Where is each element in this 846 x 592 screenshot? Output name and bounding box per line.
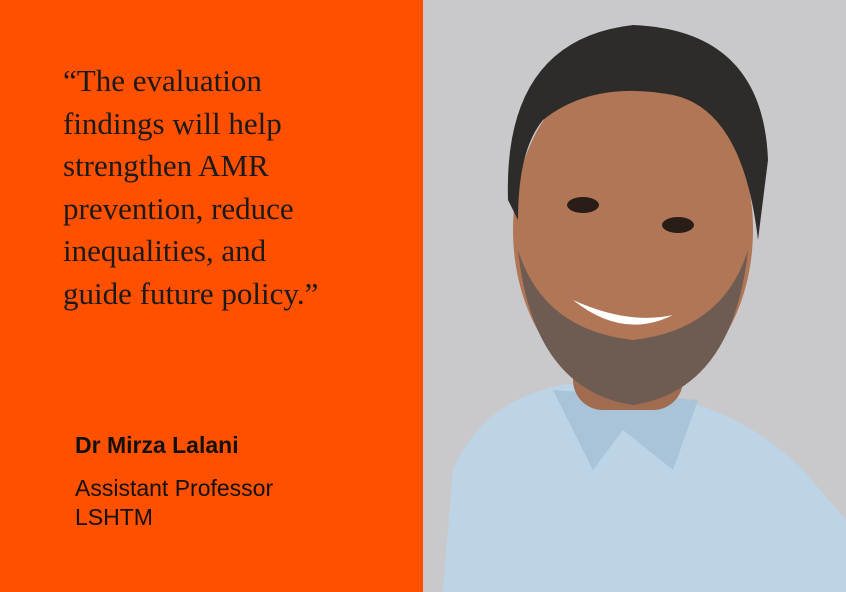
eye [662, 217, 694, 233]
shirt [443, 380, 846, 592]
quote-line: inequalities, and [63, 233, 267, 268]
hair [507, 25, 768, 240]
collar [553, 390, 698, 470]
person-name: Dr Mirza Lalani [75, 432, 239, 458]
eye [567, 197, 599, 213]
person-role: Assistant Professor [75, 475, 274, 501]
quote-line: guide future policy.” [63, 275, 319, 311]
person-organisation: LSHTM [75, 504, 153, 530]
smile [573, 300, 673, 325]
portrait [423, 0, 846, 592]
quote-line: prevention, reduce [63, 190, 294, 226]
quote-line: “The evaluation [63, 63, 262, 98]
quote: “The evaluation findings will help strengt… [63, 60, 318, 315]
face [513, 65, 753, 395]
beard [518, 250, 748, 405]
quote-line: strengthen AMR [63, 148, 269, 183]
quote-panel: “The evaluation findings will help strengt… [0, 0, 423, 592]
quote-line: findings will help [63, 105, 282, 141]
